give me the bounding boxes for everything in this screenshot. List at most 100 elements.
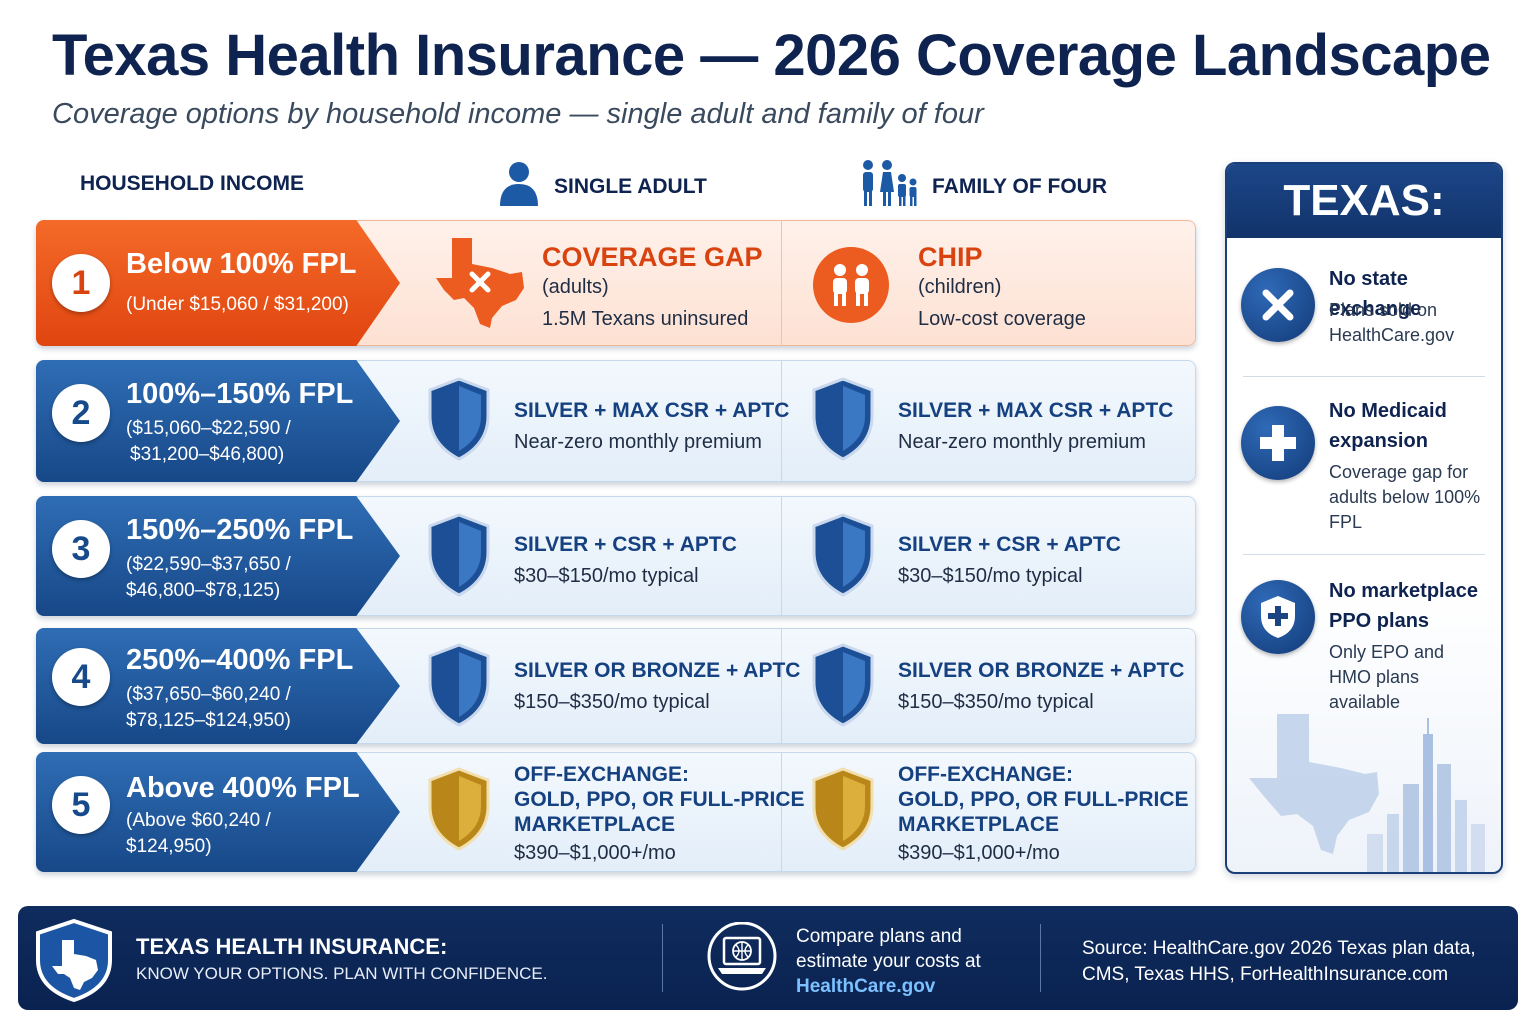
- row-number: 3: [52, 520, 110, 578]
- income-band-title: Above 400% FPL: [126, 772, 360, 804]
- healthcare-gov-link[interactable]: HealthCare.gov: [796, 976, 936, 997]
- column-divider: [781, 752, 782, 872]
- single-cell-text: Near-zero monthly premium: [514, 431, 762, 453]
- income-band-range: ($37,650–$60,240 /: [126, 684, 291, 705]
- single-cell-title: SILVER OR BRONZE + APTC: [514, 659, 801, 682]
- income-band: 1 Below 100% FPL (Under $15,060 / $31,20…: [36, 220, 400, 346]
- income-row-3: 3 150%–250% FPL ($22,590–$37,650 / $46,8…: [36, 496, 1196, 616]
- sidebar-item-no-exchange: No state exchange Plans sold on HealthCa…: [1227, 264, 1501, 374]
- family-cell-title-2: GOLD, PPO, OR FULL-PRICE: [898, 788, 1189, 811]
- family-cell-title: SILVER OR BRONZE + APTC: [898, 659, 1185, 682]
- texas-sidebar: TEXAS: No state exchange Plans sold on H…: [1225, 162, 1503, 874]
- column-divider: [781, 628, 782, 744]
- x-icon: [1241, 268, 1315, 342]
- sidebar-item-no-ppo: No marketplace PPO plans Only EPO and HM…: [1227, 576, 1501, 716]
- income-band-range-2: $31,200–$46,800): [130, 444, 285, 465]
- medical-cross-icon: [1241, 406, 1315, 480]
- column-header-income: HOUSEHOLD INCOME: [80, 172, 304, 196]
- sidebar-item-no-medicaid: No Medicaid expansion Coverage gap for a…: [1227, 396, 1501, 556]
- person-icon: [500, 162, 538, 206]
- sidebar-item-title: No Medicaid: [1329, 400, 1447, 422]
- income-band-title: 100%–150% FPL: [126, 378, 354, 410]
- single-cell-text: $30–$150/mo typical: [514, 565, 699, 587]
- sidebar-item-text-2: HMO plans: [1329, 667, 1420, 687]
- footer-compare-text-2: estimate your costs at: [796, 951, 981, 972]
- income-band-range: (Under $15,060 / $31,200): [126, 294, 349, 315]
- family-cell-title-3: MARKETPLACE: [898, 813, 1059, 836]
- sidebar-item-text-2: adults below 100%: [1329, 487, 1481, 507]
- income-band-range: ($15,060–$22,590 /: [126, 418, 291, 439]
- family-cell-text: $390–$1,000+/mo: [898, 842, 1060, 864]
- footer-source-2: CMS, Texas HHS, ForHealthInsurance.com: [1082, 964, 1449, 985]
- shield-icon: [812, 643, 874, 727]
- income-band-range-2: $124,950): [126, 836, 212, 857]
- sidebar-divider: [1243, 376, 1485, 377]
- shield-icon: [428, 643, 490, 727]
- income-band: 5 Above 400% FPL (Above $60,240 / $124,9…: [36, 752, 400, 872]
- shield-icon: [428, 513, 490, 597]
- single-cell-title-3: MARKETPLACE: [514, 813, 675, 836]
- row-number: 2: [52, 384, 110, 442]
- income-row-2: 2 100%–150% FPL ($15,060–$22,590 / $31,2…: [36, 360, 1196, 482]
- column-header-single: SINGLE ADULT: [498, 160, 707, 206]
- income-band-range-2: $46,800–$78,125): [126, 580, 281, 601]
- sidebar-divider: [1243, 554, 1485, 555]
- globe-laptop-icon: [707, 922, 777, 991]
- income-band-title: Below 100% FPL: [126, 248, 357, 280]
- income-band: 3 150%–250% FPL ($22,590–$37,650 / $46,8…: [36, 496, 400, 616]
- single-cell-title: SILVER + CSR + APTC: [514, 533, 737, 556]
- column-header-family: FAMILY OF FOUR: [858, 158, 1107, 208]
- page-subtitle: Coverage options by household income — s…: [52, 98, 984, 130]
- gold-shield-icon: [812, 767, 874, 851]
- family-cell-title: OFF-EXCHANGE:: [898, 763, 1073, 786]
- family-cell-title: SILVER + MAX CSR + APTC: [898, 399, 1174, 422]
- single-cell-text: $390–$1,000+/mo: [514, 842, 676, 864]
- single-cell-title: OFF-EXCHANGE:: [514, 763, 689, 786]
- row-number: 1: [52, 254, 110, 312]
- footer-divider: [662, 924, 663, 992]
- single-cell-text: $150–$350/mo typical: [514, 691, 710, 713]
- family-cell-title: SILVER + CSR + APTC: [898, 533, 1121, 556]
- sidebar-item-text: Coverage gap for: [1329, 462, 1469, 482]
- family-cell-text: Near-zero monthly premium: [898, 431, 1146, 453]
- sidebar-item-title: No marketplace: [1329, 580, 1478, 602]
- single-cell-sub: (adults): [542, 276, 609, 298]
- texas-x-icon: [436, 238, 524, 328]
- sidebar-item-title-2: expansion: [1329, 430, 1428, 452]
- income-band-range: ($22,590–$37,650 /: [126, 554, 291, 575]
- sidebar-item-text-3: available: [1329, 692, 1401, 712]
- income-band: 2 100%–150% FPL ($15,060–$22,590 / $31,2…: [36, 360, 400, 482]
- column-label-family: FAMILY OF FOUR: [932, 175, 1108, 198]
- income-band-range-2: $78,125–$124,950): [126, 710, 291, 731]
- sidebar-item-text-2: HealthCare.gov: [1329, 325, 1455, 345]
- footer-banner: TEXAS HEALTH INSURANCE: KNOW YOUR OPTION…: [18, 906, 1518, 1010]
- shield-icon: [812, 513, 874, 597]
- texas-skyline-icon: [1249, 714, 1485, 872]
- income-band: 4 250%–400% FPL ($37,650–$60,240 / $78,1…: [36, 628, 400, 744]
- column-label-single: SINGLE ADULT: [554, 175, 707, 198]
- income-band-title: 150%–250% FPL: [126, 514, 354, 546]
- sidebar-heading: TEXAS:: [1227, 164, 1501, 238]
- family-cell-title: CHIP: [918, 242, 983, 272]
- family-cell-text: $30–$150/mo typical: [898, 565, 1083, 587]
- footer-source: Source: HealthCare.gov 2026 Texas plan d…: [1082, 938, 1476, 959]
- family-cell-text: $150–$350/mo typical: [898, 691, 1094, 713]
- children-icon: [813, 247, 889, 323]
- sidebar-item-title: No state exchange: [1329, 268, 1422, 320]
- shield-icon: [812, 377, 874, 461]
- sidebar-item-title-2: PPO plans: [1329, 610, 1430, 632]
- income-row-4: 4 250%–400% FPL ($37,650–$60,240 / $78,1…: [36, 628, 1196, 744]
- sidebar-item-text: Only EPO and: [1329, 642, 1445, 662]
- single-cell-title: SILVER + MAX CSR + APTC: [514, 399, 790, 422]
- single-cell-title: COVERAGE GAP: [542, 242, 763, 272]
- page-title: Texas Health Insurance — 2026 Coverage L…: [52, 23, 1491, 88]
- single-cell-text: 1.5M Texans uninsured: [542, 308, 749, 330]
- footer-tagline: KNOW YOUR OPTIONS. PLAN WITH CONFIDENCE.: [136, 964, 548, 983]
- family-cell-text: Low-cost coverage: [918, 308, 1086, 330]
- column-label-income: HOUSEHOLD INCOME: [80, 172, 305, 195]
- single-cell-title-2: GOLD, PPO, OR FULL-PRICE: [514, 788, 805, 811]
- shield-plus-icon: [1241, 580, 1315, 654]
- footer-divider: [1040, 924, 1041, 992]
- footer-title: TEXAS HEALTH INSURANCE:: [136, 934, 448, 959]
- income-band-range: (Above $60,240 /: [126, 810, 271, 831]
